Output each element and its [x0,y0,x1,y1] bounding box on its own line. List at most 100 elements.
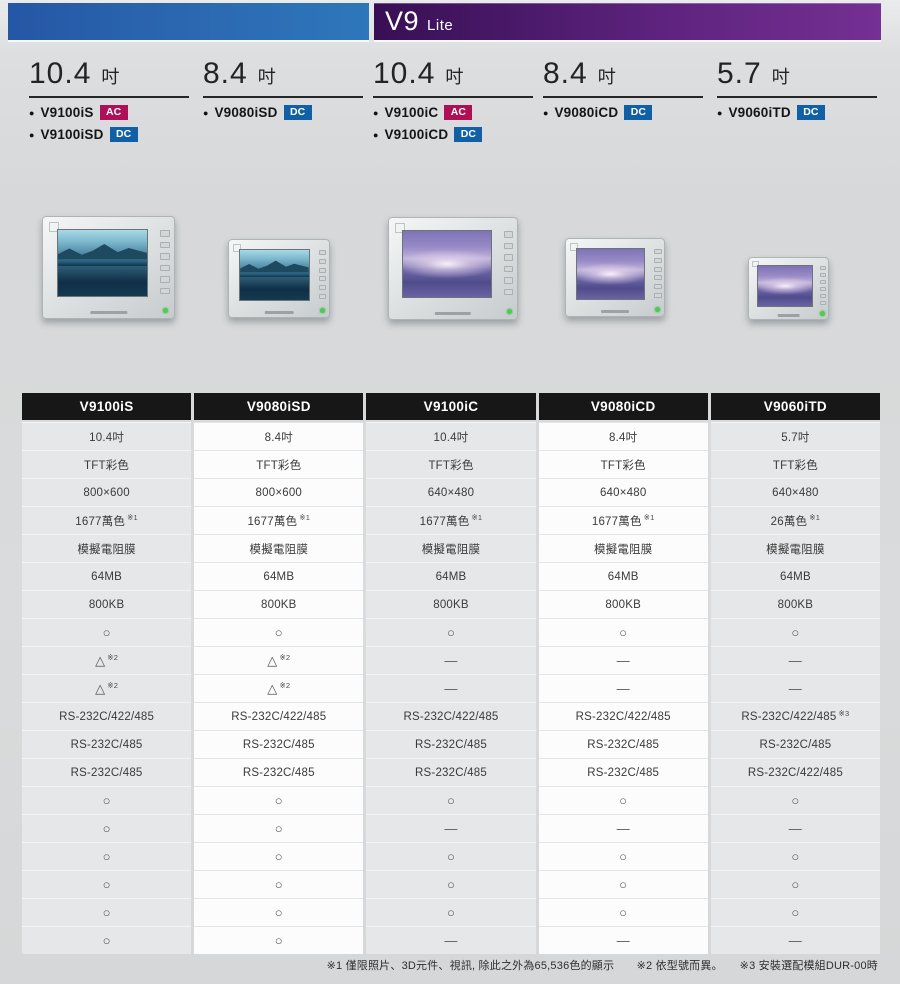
spec-cell: RS-232C/422/485 [538,702,708,730]
spec-cell: ○ [538,842,708,870]
spec-cell: ○ [366,870,536,898]
function-key [820,300,827,305]
spec-cell: 64MB [194,562,364,590]
spec-cell: 800KB [366,590,536,618]
spec-cell: ○ [538,870,708,898]
spec-cell: 640×480 [710,478,880,506]
function-key [318,267,327,273]
spec-cell: — [366,674,536,702]
function-key [318,294,327,300]
brand-label [89,310,128,314]
size-unit: 吋 [771,67,790,87]
product-column: 10.4 吋 ● V9100iS AC ● V9100iSD DC [29,57,189,142]
size-number: 8.4 [543,57,588,90]
spec-cell: — [538,814,708,842]
spec-cell: 640×480 [538,478,708,506]
product-column: 10.4 吋 ● V9100iC AC ● V9100iCD DC [373,57,533,142]
spec-cell: 模擬電阻膜 [22,534,192,562]
spec-cell: 800KB [194,590,364,618]
spec-cell: △ ※2 [22,674,192,702]
spec-cell: — [538,926,708,954]
size-heading: 8.4 吋 [203,57,363,98]
spec-cell: ○ [22,618,192,646]
function-key [503,277,514,284]
spec-cell: ○ [22,842,192,870]
spec-cell: 5.7吋 [710,422,880,450]
size-unit: 吋 [101,67,120,87]
spec-cell: ○ [366,842,536,870]
dc-power-badge: DC [109,127,138,142]
dc-power-badge: DC [283,105,312,120]
spec-cell: 26萬色 ※1 [710,506,880,534]
size-unit: 吋 [445,67,464,87]
spec-cell: 800KB [710,590,880,618]
model-name: V9100iCD [384,127,449,142]
power-led [506,308,512,314]
power-led [655,307,660,313]
spec-cell: RS-232C/485 [538,758,708,786]
function-key [654,249,662,254]
ac-power-badge: AC [99,105,128,120]
spec-cell: ○ [194,842,364,870]
size-heading: 8.4 吋 [543,57,703,98]
spec-cell: △ ※2 [194,674,364,702]
brand-label [264,311,294,315]
series-subtitle: Lite [427,16,454,34]
spec-cell: RS-232C/485 [194,758,364,786]
function-key [820,279,827,284]
spec-cell: ○ [22,926,192,954]
panel-logo-square [233,243,242,252]
footnote: ※1 僅限照片、3D元件、視訊, 除此之外為65,536色的顯示 ※2 依型號而… [326,960,878,972]
model-item: ● V9080iCD DC [543,105,703,120]
hmi-screen [402,230,492,299]
function-key [503,231,514,238]
spec-cell: RS-232C/485 [538,730,708,758]
spec-cell: 800×600 [22,478,192,506]
hmi-screen [756,265,813,307]
spec-cell: 64MB [538,562,708,590]
bullet-icon: ● [373,107,379,118]
spec-cell: 1677萬色 ※1 [538,506,708,534]
dc-power-badge: DC [624,105,653,120]
brand-label [777,313,800,317]
size-heading: 5.7 吋 [717,57,877,98]
function-key [820,272,827,277]
function-key [160,287,171,295]
size-heading: 10.4 吋 [373,57,533,98]
spec-cell: 800KB [538,590,708,618]
product-column: 8.4 吋 ● V9080iSD DC [203,57,363,120]
function-key [654,293,662,299]
function-key [654,266,662,272]
spec-cell: ○ [366,898,536,926]
spec-cell: — [366,926,536,954]
spec-cell: ○ [22,870,192,898]
spec-cell: 模擬電阻膜 [366,534,536,562]
spec-cell: ○ [538,898,708,926]
spec-cell: 1677萬色 ※1 [194,506,364,534]
spec-table-header-cell: V9100iS [22,393,192,420]
dc-power-badge: DC [454,127,483,142]
spec-cell: RS-232C/422/485 [710,758,880,786]
model-item: ● V9080iSD DC [203,105,363,120]
spec-cell: 模擬電阻膜 [194,534,364,562]
spec-table-column: V9100iS 10.4吋 TFT彩色 800×600 1677萬色 ※1 模擬電阻膜 64… [22,393,192,954]
function-key [160,264,171,272]
function-key [654,257,662,263]
product-image-panel [228,239,330,318]
function-key [160,230,171,237]
spec-cell: ○ [194,926,364,954]
model-name: V9060iTD [728,105,791,120]
size-unit: 吋 [257,67,276,87]
spec-table: V9100iS 10.4吋 TFT彩色 800×600 1677萬色 ※1 模擬電阻膜 64… [22,393,880,954]
function-key [503,265,514,273]
blue-header-band [8,3,369,40]
spec-cell: TFT彩色 [366,450,536,478]
bullet-icon: ● [29,107,35,118]
panel-logo-square [394,223,405,234]
function-key [820,293,827,298]
model-name: V9080iSD [214,105,278,120]
spec-cell: — [710,646,880,674]
power-led [819,311,825,317]
spec-cell: RS-232C/485 [194,730,364,758]
